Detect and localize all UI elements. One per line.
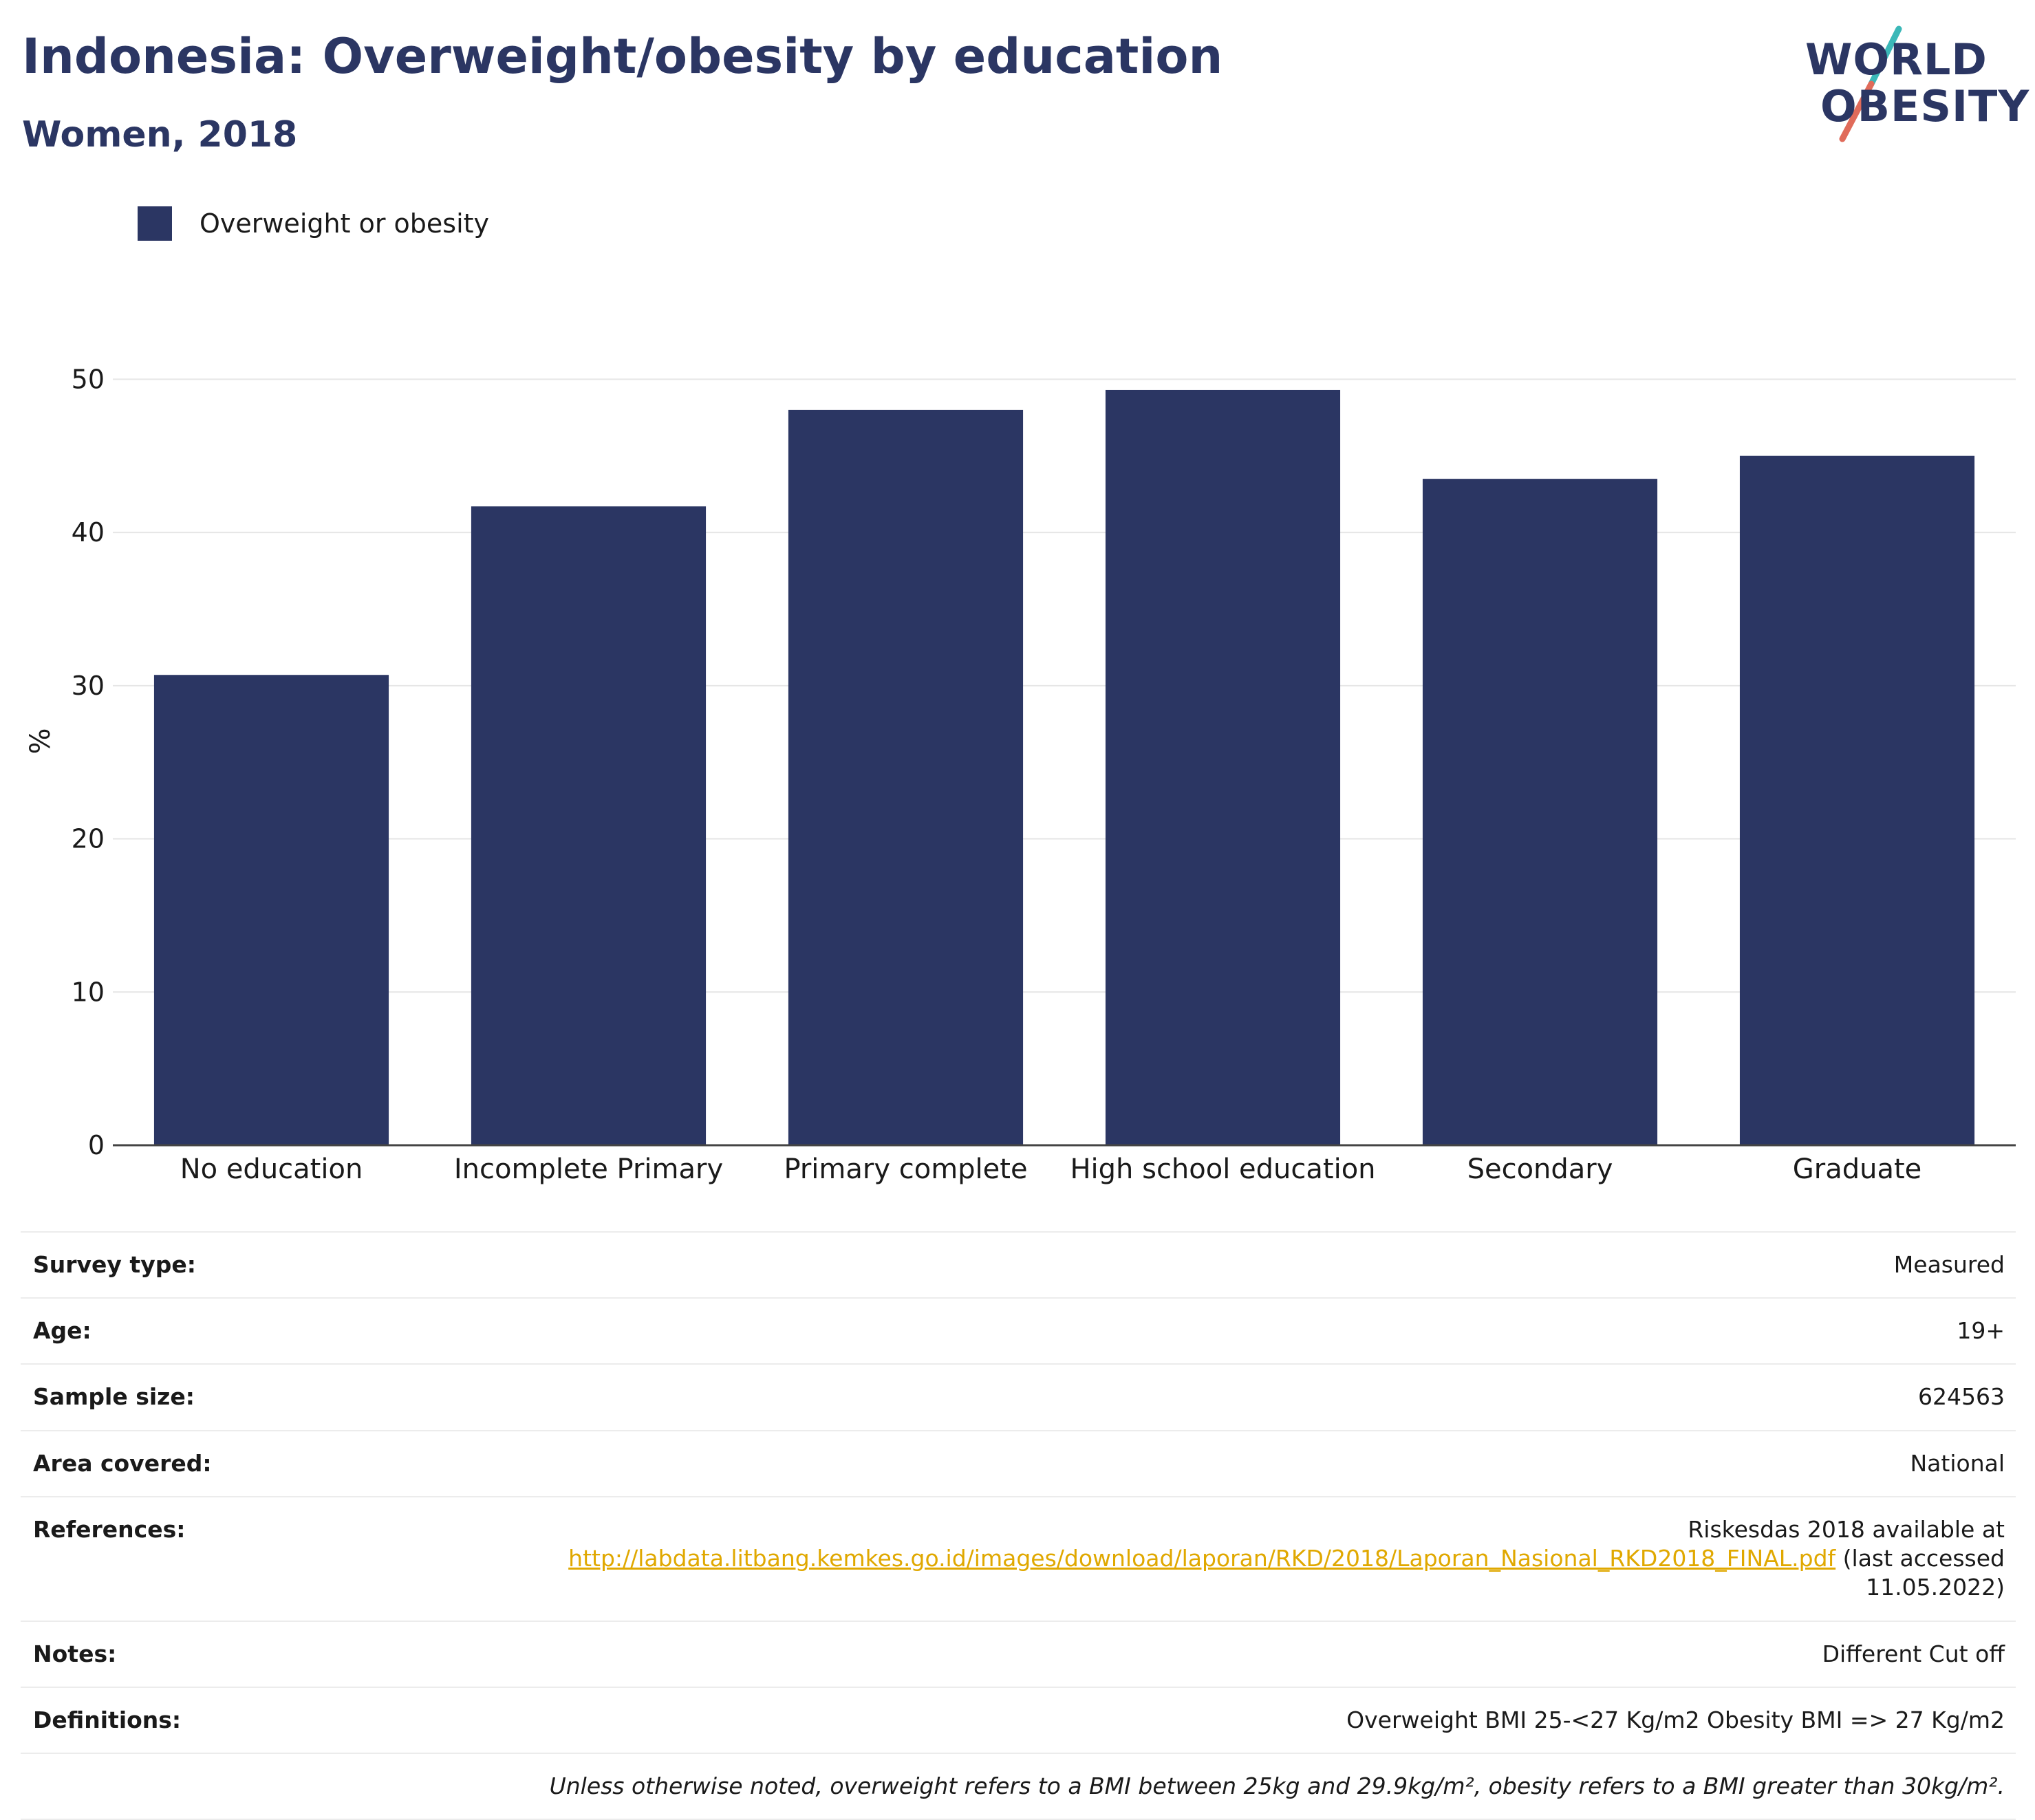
- x-tick-label: Graduate: [1793, 1153, 1922, 1185]
- definitions-value: Overweight BMI 25-<27 Kg/m2 Obesity BMI …: [457, 1686, 2016, 1754]
- info-row-area: Area covered: National: [21, 1429, 2016, 1497]
- survey-type-value: Measured: [457, 1231, 2016, 1299]
- bar-high-school-education: [1105, 389, 1341, 1145]
- bar-incomplete-primary: [471, 506, 707, 1145]
- world-obesity-logo: WORLD OBESITY: [1796, 21, 2029, 144]
- sample-size-label: Sample size:: [21, 1363, 457, 1431]
- reference-link[interactable]: http://labdata.litbang.kemkes.go.id/imag…: [568, 1545, 1836, 1572]
- bar-chart: 0 10 20 30 40 50% No education Incomplete Prima…: [25, 364, 2016, 1185]
- bar-no-education: [153, 675, 389, 1145]
- bar-primary-complete: [788, 409, 1024, 1145]
- y-tick-label: 40: [72, 517, 105, 548]
- x-tick-label: Incomplete Primary: [454, 1153, 723, 1185]
- survey-type-label: Survey type:: [21, 1231, 457, 1299]
- bar-secondary: [1422, 479, 1658, 1145]
- logo-text-world: WORLD: [1805, 34, 1988, 85]
- info-row-references: References: Riskesdas 2018 available at …: [21, 1495, 2016, 1621]
- x-tick-label: Secondary: [1467, 1153, 1613, 1185]
- age-label: Age:: [21, 1297, 457, 1365]
- notes-value: Different Cut off: [457, 1620, 2016, 1687]
- info-row-sample-size: Sample size: 624563: [21, 1363, 2016, 1431]
- survey-info-table: Survey type: Measured Age: 19+ Sample si…: [21, 1231, 2016, 1820]
- references-label: References:: [21, 1495, 457, 1621]
- y-axis-label: %: [25, 728, 56, 754]
- references-source: Riskesdas 2018 available at: [1688, 1515, 2005, 1543]
- chart-header: Indonesia: Overweight/obesity by educati…: [22, 28, 1673, 155]
- x-tick-label: No education: [180, 1153, 363, 1185]
- info-row-notes: Notes: Different Cut off: [21, 1620, 2016, 1687]
- bmi-footnote: Unless otherwise noted, overweight refer…: [21, 1753, 2016, 1820]
- page-subtitle: Women, 2018: [22, 114, 298, 155]
- page-title: Indonesia: Overweight/obesity by educati…: [22, 28, 1223, 85]
- area-label: Area covered:: [21, 1429, 457, 1497]
- definitions-label: Definitions:: [21, 1686, 457, 1754]
- info-row-definitions: Definitions: Overweight BMI 25-<27 Kg/m2…: [21, 1686, 2016, 1754]
- logo-slash-icon: [1839, 25, 1902, 142]
- info-row-survey-type: Survey type: Measured: [21, 1231, 2016, 1299]
- area-value: National: [457, 1429, 2016, 1497]
- y-tick-label: 0: [88, 1130, 105, 1160]
- logo-text-obesity: OBESITY: [1820, 81, 2030, 131]
- x-tick-label: High school education: [1070, 1153, 1375, 1185]
- info-row-footnote: Unless otherwise noted, overweight refer…: [21, 1753, 2016, 1820]
- age-value: 19+: [457, 1297, 2016, 1365]
- references-value: Riskesdas 2018 available at http://labda…: [457, 1495, 2016, 1621]
- chart-legend: Overweight or obesity: [138, 206, 489, 241]
- y-tick-label: 10: [72, 977, 105, 1007]
- legend-label: Overweight or obesity: [200, 208, 490, 239]
- references-date: 11.05.2022): [1866, 1574, 2005, 1601]
- legend-swatch: [138, 206, 172, 241]
- notes-label: Notes:: [21, 1620, 457, 1687]
- info-row-age: Age: 19+: [21, 1297, 2016, 1365]
- y-tick-label: 20: [72, 824, 105, 854]
- bar-graduate: [1739, 455, 1975, 1145]
- references-accessed: (last accessed: [1835, 1545, 2005, 1572]
- y-tick-label: 30: [72, 671, 105, 701]
- sample-size-value: 624563: [457, 1363, 2016, 1431]
- x-tick-label: Primary complete: [784, 1153, 1027, 1185]
- y-tick-label: 50: [72, 364, 105, 394]
